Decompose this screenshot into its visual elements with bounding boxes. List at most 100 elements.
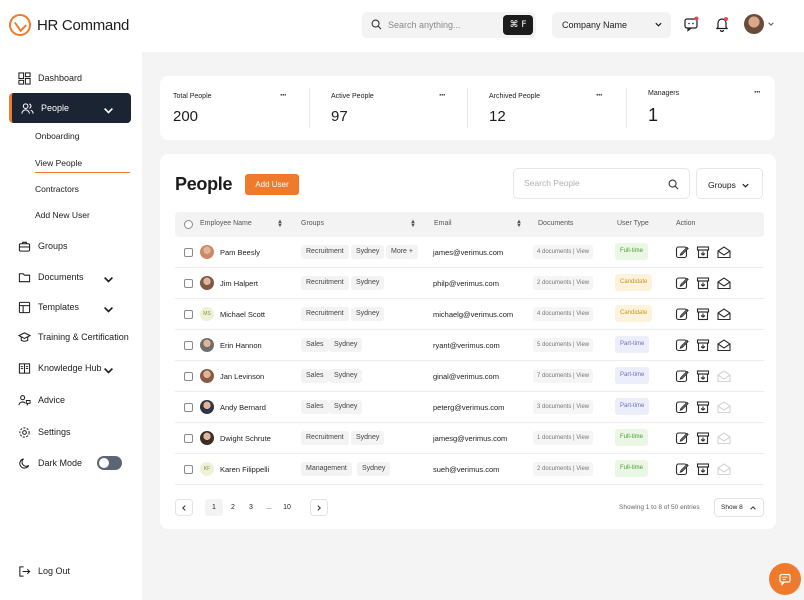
edit-icon[interactable] <box>675 431 689 445</box>
sort-icon[interactable]: ▲ ▼ <box>277 219 283 229</box>
app-logo[interactable]: HR Command <box>9 14 129 36</box>
documents-link[interactable]: 5 documents | View <box>533 338 594 352</box>
chat-button[interactable] <box>769 563 801 595</box>
table-row[interactable]: Pam Beesly Recruitment Sydney More + james@v… <box>175 237 764 268</box>
documents-link[interactable]: 3 documents | View <box>533 400 594 414</box>
documents-link[interactable]: 4 documents | View <box>533 245 594 259</box>
row-checkbox[interactable] <box>184 341 193 350</box>
sidebar-item-documents[interactable]: Documents <box>9 262 131 292</box>
chevron-down-icon[interactable] <box>767 20 775 28</box>
page-number[interactable]: 2 <box>231 504 235 511</box>
mail-icon[interactable] <box>717 338 731 352</box>
edit-icon[interactable] <box>675 462 689 476</box>
prev-page-button[interactable] <box>175 499 193 516</box>
sidebar-item-templates[interactable]: Templates <box>9 292 131 322</box>
sidebar-item-groups[interactable]: Groups <box>9 231 131 261</box>
more-options-icon[interactable]: ··· <box>754 87 761 97</box>
archive-icon[interactable] <box>696 307 710 321</box>
archive-icon[interactable] <box>696 431 710 445</box>
more-options-icon[interactable]: ··· <box>596 90 603 100</box>
sidebar-item-settings[interactable]: Settings <box>9 417 131 447</box>
documents-link[interactable]: 4 documents | View <box>533 307 594 321</box>
sidebar-item-training[interactable]: Training & Certification <box>9 322 131 352</box>
archive-icon[interactable] <box>696 369 710 383</box>
sidebar-item-dashboard[interactable]: Dashboard <box>9 63 131 93</box>
row-checkbox[interactable] <box>184 279 193 288</box>
sidebar-subitem-contractors[interactable]: Contractors <box>35 184 79 194</box>
sidebar-item-advice[interactable]: Advice <box>9 385 131 415</box>
sort-icon[interactable]: ▲ ▼ <box>410 219 416 229</box>
row-checkbox[interactable] <box>184 434 193 443</box>
documents-link[interactable]: 7 documents | View <box>533 369 594 383</box>
sort-icon[interactable]: ▲ ▼ <box>516 219 522 229</box>
chat-notification-icon[interactable] <box>683 16 699 32</box>
table-row[interactable]: Dwight Schrute Recruitment Sydney jamesg@ve… <box>175 423 764 454</box>
table-row[interactable]: MS Michael Scott Recruitment Sydney michaelg… <box>175 299 764 330</box>
next-page-button[interactable] <box>310 499 328 516</box>
employee-name[interactable]: Jan Levinson <box>220 372 265 381</box>
page-size-select[interactable]: Show 8 <box>714 498 764 517</box>
documents-link[interactable]: 2 documents | View <box>533 462 594 476</box>
table-row[interactable]: KF Karen Filippelli Management Sydney sueh@v… <box>175 454 764 485</box>
sidebar-subitem-view-people[interactable]: View People <box>35 153 130 173</box>
mail-icon[interactable] <box>717 400 731 414</box>
sidebar-item-people[interactable]: People <box>9 93 131 123</box>
table-row[interactable]: Erin Hannon Sales Sydney ryant@verimus.com 5… <box>175 330 764 361</box>
documents-link[interactable]: 2 documents | View <box>533 276 594 290</box>
global-search-input[interactable] <box>388 17 498 33</box>
row-checkbox[interactable] <box>184 403 193 412</box>
groups-filter[interactable]: Groups <box>696 168 763 199</box>
page-number[interactable]: 1 <box>205 499 223 516</box>
sidebar-subitem-add-new-user[interactable]: Add New User <box>35 210 90 220</box>
mail-icon[interactable] <box>717 245 731 259</box>
archive-icon[interactable] <box>696 245 710 259</box>
archive-icon[interactable] <box>696 400 710 414</box>
employee-name[interactable]: Jim Halpert <box>220 279 258 288</box>
edit-icon[interactable] <box>675 276 689 290</box>
column-header-name[interactable]: Employee Name <box>200 220 252 227</box>
mail-icon[interactable] <box>717 431 731 445</box>
mail-icon[interactable] <box>717 276 731 290</box>
add-user-button[interactable]: Add User <box>245 174 299 195</box>
employee-name[interactable]: Dwight Schrute <box>220 434 271 443</box>
employee-name[interactable]: Erin Hannon <box>220 341 262 350</box>
people-search-input[interactable] <box>524 178 654 188</box>
edit-icon[interactable] <box>675 338 689 352</box>
row-checkbox[interactable] <box>184 465 193 474</box>
user-avatar[interactable] <box>744 14 764 34</box>
archive-icon[interactable] <box>696 276 710 290</box>
more-options-icon[interactable]: ··· <box>439 90 446 100</box>
page-number[interactable]: 3 <box>249 504 253 511</box>
more-options-icon[interactable]: ··· <box>280 90 287 100</box>
employee-name[interactable]: Karen Filippelli <box>220 465 270 474</box>
row-checkbox[interactable] <box>184 372 193 381</box>
more-groups-tag[interactable]: More + <box>386 245 418 259</box>
sidebar-item-logout[interactable]: Log Out <box>9 556 131 586</box>
edit-icon[interactable] <box>675 369 689 383</box>
row-checkbox[interactable] <box>184 310 193 319</box>
employee-name[interactable]: Michael Scott <box>220 310 266 319</box>
page-number[interactable]: 10 <box>283 504 291 511</box>
table-row[interactable]: Jim Halpert Recruitment Sydney philp@verimu… <box>175 268 764 299</box>
edit-icon[interactable] <box>675 400 689 414</box>
documents-link[interactable]: 1 documents | View <box>533 431 594 445</box>
mail-icon[interactable] <box>717 369 731 383</box>
global-search[interactable]: ⌘ F <box>362 12 536 38</box>
dark-mode-toggle[interactable] <box>97 456 122 470</box>
employee-name[interactable]: Andy Bernard <box>220 403 266 412</box>
bell-icon[interactable] <box>714 16 730 32</box>
edit-icon[interactable] <box>675 245 689 259</box>
sidebar-item-knowledge-hub[interactable]: Knowledge Hub <box>9 353 131 383</box>
table-row[interactable]: Andy Bernard Sales Sydney peterg@verimus.co… <box>175 392 764 423</box>
column-header-email[interactable]: Email <box>434 220 452 227</box>
select-all-checkbox[interactable] <box>184 220 193 229</box>
edit-icon[interactable] <box>675 307 689 321</box>
sidebar-subitem-onboarding[interactable]: Onboarding <box>35 131 80 141</box>
archive-icon[interactable] <box>696 338 710 352</box>
employee-name[interactable]: Pam Beesly <box>220 248 261 257</box>
column-header-groups[interactable]: Groups <box>301 220 324 227</box>
company-select[interactable]: Company Name <box>552 12 671 38</box>
people-search[interactable] <box>513 168 690 199</box>
mail-icon[interactable] <box>717 462 731 476</box>
table-row[interactable]: Jan Levinson Sales Sydney ginal@verimus.com… <box>175 361 764 392</box>
